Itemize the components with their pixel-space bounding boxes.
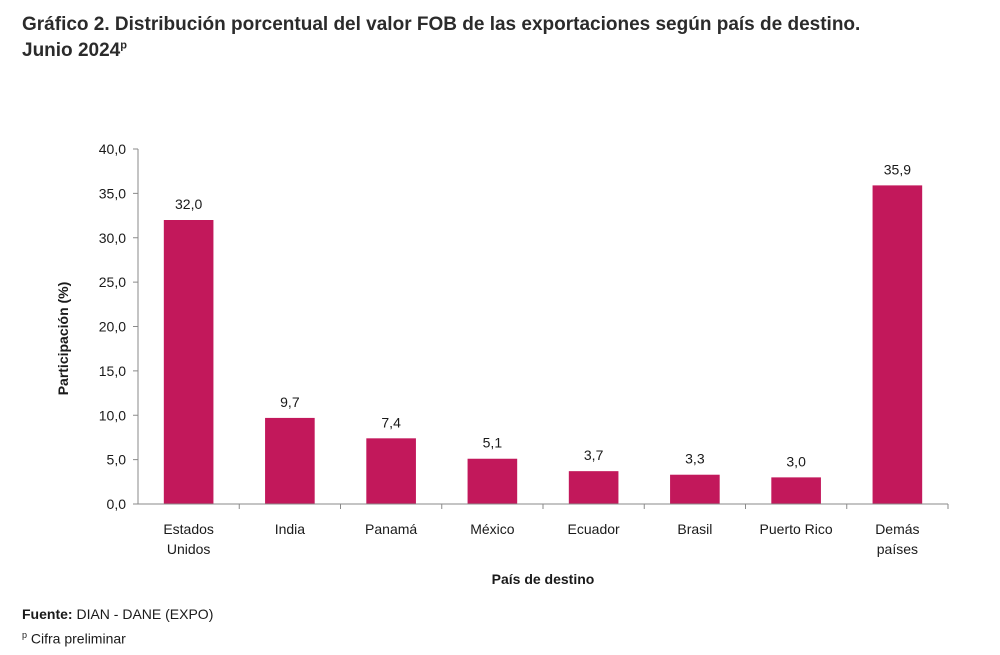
x-tick-label: Brasil <box>677 521 712 537</box>
bar-value-label: 7,4 <box>381 414 401 430</box>
x-tick-label: Estados Unidos <box>163 521 214 557</box>
y-tick-label: 35,0 <box>99 185 126 201</box>
y-tick-label: 30,0 <box>99 230 126 246</box>
chart-footer: Fuente: DIAN - DANE (EXPO) p Cifra preli… <box>22 604 213 650</box>
source-line: Fuente: DIAN - DANE (EXPO) <box>22 604 213 625</box>
x-tick-label: Ecuador <box>568 521 620 537</box>
y-tick-label: 10,0 <box>99 407 126 423</box>
bar-value-label: 9,7 <box>280 394 300 410</box>
x-tick-label: Puerto Rico <box>760 521 833 537</box>
chart-title-line2: Junio 2024 <box>22 40 121 61</box>
bar-value-label: 32,0 <box>175 196 202 212</box>
bar <box>163 220 214 504</box>
y-axis: 0,0 5,0 10,0 15,0 20,0 25,0 30,0 35,0 40,0 <box>99 141 139 512</box>
y-tick-label: 25,0 <box>99 274 126 290</box>
source-label: Fuente: <box>22 606 73 622</box>
x-axis-label: País de destino <box>492 571 595 587</box>
y-tick-label: 20,0 <box>99 319 126 335</box>
chart-title-line1: Gráfico 2. Distribución porcentual del v… <box>22 14 861 35</box>
y-tick-label: 40,0 <box>99 141 126 157</box>
title-superscript: p <box>120 39 127 52</box>
bar <box>568 471 619 504</box>
bar <box>366 438 416 504</box>
x-tick-label: México <box>470 521 515 537</box>
x-axis: Estados Unidos India Panamá México Ecuador Bra… <box>138 503 949 557</box>
bar-value-label: 5,1 <box>483 435 503 451</box>
bar <box>467 458 518 504</box>
bar <box>872 185 923 504</box>
bar-value-label: 3,0 <box>786 453 806 469</box>
note-line: p Cifra preliminar <box>22 625 213 650</box>
y-tick-label: 15,0 <box>99 363 126 379</box>
note-superscript: p <box>22 630 28 640</box>
bar-chart: 0,0 5,0 10,0 15,0 20,0 25,0 30,0 35,0 40,0 32,0 9… <box>55 141 949 587</box>
bars: 32,0 9,7 7,4 5,1 3,7 3,3 3,0 35,9 <box>163 161 923 504</box>
bar-value-label: 35,9 <box>884 161 911 177</box>
bar <box>771 477 821 504</box>
y-axis-label: Participación (%) <box>55 282 71 396</box>
bar <box>265 417 315 504</box>
x-tick-label: Panamá <box>365 521 417 537</box>
x-tick-label: India <box>275 521 306 537</box>
source-value: DIAN - DANE (EXPO) <box>72 606 214 622</box>
y-tick-label: 5,0 <box>107 452 127 468</box>
y-tick-label: 0,0 <box>107 496 127 512</box>
note-text: Cifra preliminar <box>27 630 126 647</box>
bar <box>670 474 720 504</box>
x-tick-label: Demás países <box>875 521 919 557</box>
chart-title: Gráfico 2. Distribución porcentual del v… <box>22 12 982 64</box>
bar-value-label: 3,3 <box>685 451 705 467</box>
bar-value-label: 3,7 <box>584 447 604 463</box>
